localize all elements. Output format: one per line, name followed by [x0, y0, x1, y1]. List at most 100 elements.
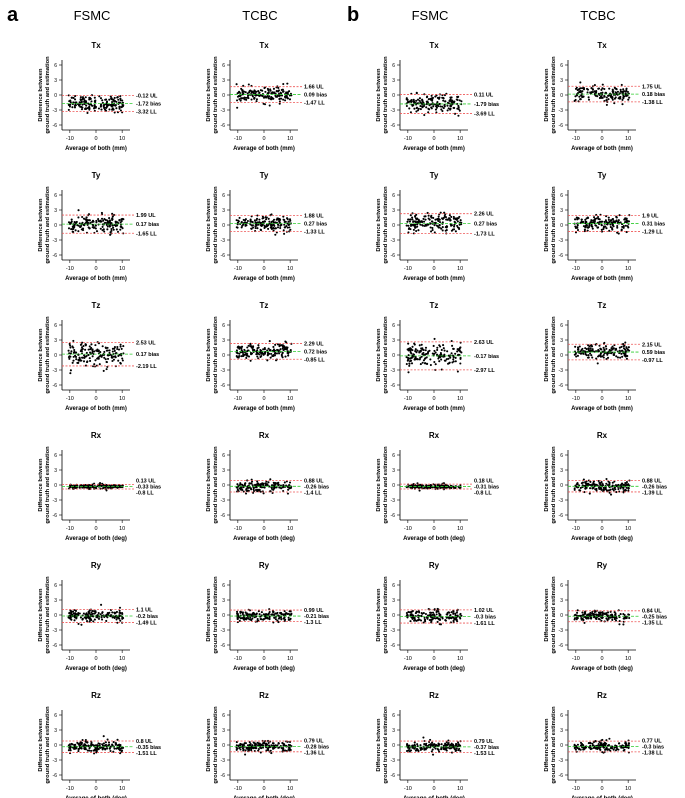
data-point-r0-c3-169 [621, 90, 624, 93]
data-point-r0-c3-161 [601, 87, 604, 90]
data-point-r3-c3-151 [621, 482, 624, 485]
x-tick-label-r1-c2-0: -10 [404, 266, 412, 272]
data-point-r2-c3-108 [575, 355, 578, 358]
data-point-r2-c0-115 [80, 359, 83, 362]
data-point-r2-c0-88 [69, 372, 72, 375]
data-point-r2-c3-86 [602, 353, 605, 357]
data-point-r1-c2-133 [458, 221, 462, 224]
data-point-r4-c0-150 [95, 615, 98, 619]
data-point-r1-c2-131 [450, 224, 453, 227]
data-point-r4-c3-130 [591, 610, 594, 613]
data-point-r1-c3-163 [574, 225, 577, 228]
data-point-r4-c0-123 [97, 617, 101, 620]
data-point-r4-c1-159 [272, 610, 275, 613]
x-tick-label-r4-c2-2: 10 [457, 656, 463, 662]
y-tick-label-r0-c1-1: 3 [222, 78, 225, 84]
y-tick-label-r0-c3-2: 0 [560, 93, 563, 99]
data-point-r0-c2-147 [427, 98, 430, 101]
y-axis-label-r2-c3: Difference betweenground truth and estim… [544, 316, 557, 394]
data-point-r2-c1-161 [268, 352, 271, 355]
data-point-r3-c1-130 [262, 492, 265, 495]
x-tick-label-r1-c0-0: -10 [66, 266, 74, 272]
data-point-r1-c1-97 [251, 221, 254, 224]
data-point-r0-c2-54 [413, 107, 416, 110]
panel-title-r4-c0: Ry [91, 561, 102, 570]
data-point-r4-c3-72 [587, 617, 590, 620]
data-point-r1-c0-116 [74, 229, 77, 232]
data-point-r3-c1-103 [257, 483, 260, 486]
data-point-r1-c0-15 [77, 216, 80, 219]
x-tick-label-r1-c1-0: -10 [234, 266, 242, 272]
data-point-r1-c3-131 [607, 218, 610, 221]
bias-label-r3-c2: -0.31 bias [474, 485, 499, 491]
data-point-r0-c1-48 [255, 90, 258, 93]
y-axis-label-r5-c1: Difference betweenground truth and estim… [206, 706, 219, 784]
data-point-r1-c1-167 [261, 217, 264, 220]
data-point-r1-c3-132 [609, 225, 612, 229]
data-point-r5-c2-86 [447, 739, 450, 742]
panel-title-r3-c0: Rx [91, 431, 102, 440]
data-point-r4-c1-70 [258, 613, 261, 616]
data-point-r1-c1-74 [249, 220, 252, 223]
data-point-r4-c2-120 [452, 612, 455, 615]
data-point-r2-c3-109 [608, 349, 611, 352]
data-point-r5-c0-42 [67, 749, 70, 752]
data-point-r1-c2-99 [431, 220, 434, 223]
data-point-r2-c2-94 [456, 370, 459, 373]
data-point-r5-c2-110 [413, 747, 416, 750]
data-point-r1-c2-69 [407, 218, 410, 221]
data-point-r0-c2-44 [409, 111, 412, 114]
data-point-r0-c0-107 [111, 100, 114, 104]
y-axis-label-line-r0-c1-0: Difference between [206, 68, 212, 122]
data-point-r2-c0-128 [96, 348, 99, 351]
data-point-r2-c1-146 [283, 348, 286, 351]
data-point-r1-c1-128 [263, 220, 267, 223]
y-tick-label-r5-c0-1: 3 [54, 728, 57, 734]
y-tick-label-r4-c2-2: 0 [392, 613, 395, 619]
data-point-r0-c0-114 [118, 105, 121, 109]
data-point-r1-c0-32 [108, 224, 112, 227]
data-point-r1-c0-130 [100, 211, 103, 214]
data-point-r4-c2-98 [436, 616, 439, 619]
data-point-r0-c0-9 [115, 107, 118, 110]
data-point-r4-c2-146 [430, 611, 433, 614]
data-point-r5-c0-71 [69, 749, 72, 752]
data-point-r0-c1-118 [237, 91, 240, 94]
data-point-r4-c3-129 [614, 613, 617, 617]
y-tick-label-r2-c2-1: 3 [392, 338, 395, 344]
data-point-r1-c1-52 [268, 220, 271, 223]
y-axis-label-line-r3-c1-1: ground truth and estimation [213, 446, 219, 524]
data-point-r2-c3-116 [618, 349, 621, 352]
data-point-r1-c1-165 [282, 215, 285, 218]
data-point-r0-c1-108 [282, 90, 285, 93]
data-point-r1-c0-119 [106, 219, 109, 222]
data-point-r1-c0-112 [79, 225, 82, 228]
data-point-r1-c1-164 [235, 219, 238, 222]
data-point-r0-c1-157 [248, 90, 251, 93]
data-point-r1-c0-142 [111, 215, 114, 218]
x-axis-label-r0-c3: Average of both (mm) [571, 146, 633, 152]
data-point-r0-c1-106 [246, 96, 249, 99]
data-point-r4-c2-153 [426, 617, 429, 620]
x-tick-label-r1-c2-2: 10 [457, 266, 463, 272]
data-point-r1-c1-169 [283, 226, 287, 229]
data-point-r4-c3-135 [575, 618, 578, 621]
data-point-r2-c2-111 [433, 361, 436, 364]
data-point-r2-c1-101 [284, 340, 287, 343]
x-tick-label-r0-c3-1: 0 [600, 136, 603, 142]
data-point-r1-c2-59 [412, 228, 415, 231]
data-point-r2-c0-7 [105, 368, 108, 371]
x-tick-label-r5-c1-1: 0 [262, 786, 265, 792]
data-point-r2-c2-127 [405, 363, 408, 366]
data-point-r0-c3-61 [625, 87, 628, 90]
data-point-r0-c3-141 [599, 95, 602, 98]
data-point-r4-c1-93 [272, 621, 275, 624]
data-point-r5-c3-91 [607, 744, 610, 747]
ll-label-r0-c1: -1.47 LL [304, 100, 325, 106]
y-axis-label-line-r0-c2-0: Difference between [376, 68, 382, 122]
data-point-r0-c3-69 [600, 88, 603, 91]
x-axis-label-r0-c0: Average of both (mm) [65, 146, 127, 152]
data-point-r5-c1-144 [272, 747, 275, 750]
data-point-r3-c2-153 [434, 485, 437, 489]
data-point-r0-c0-95 [73, 106, 77, 109]
